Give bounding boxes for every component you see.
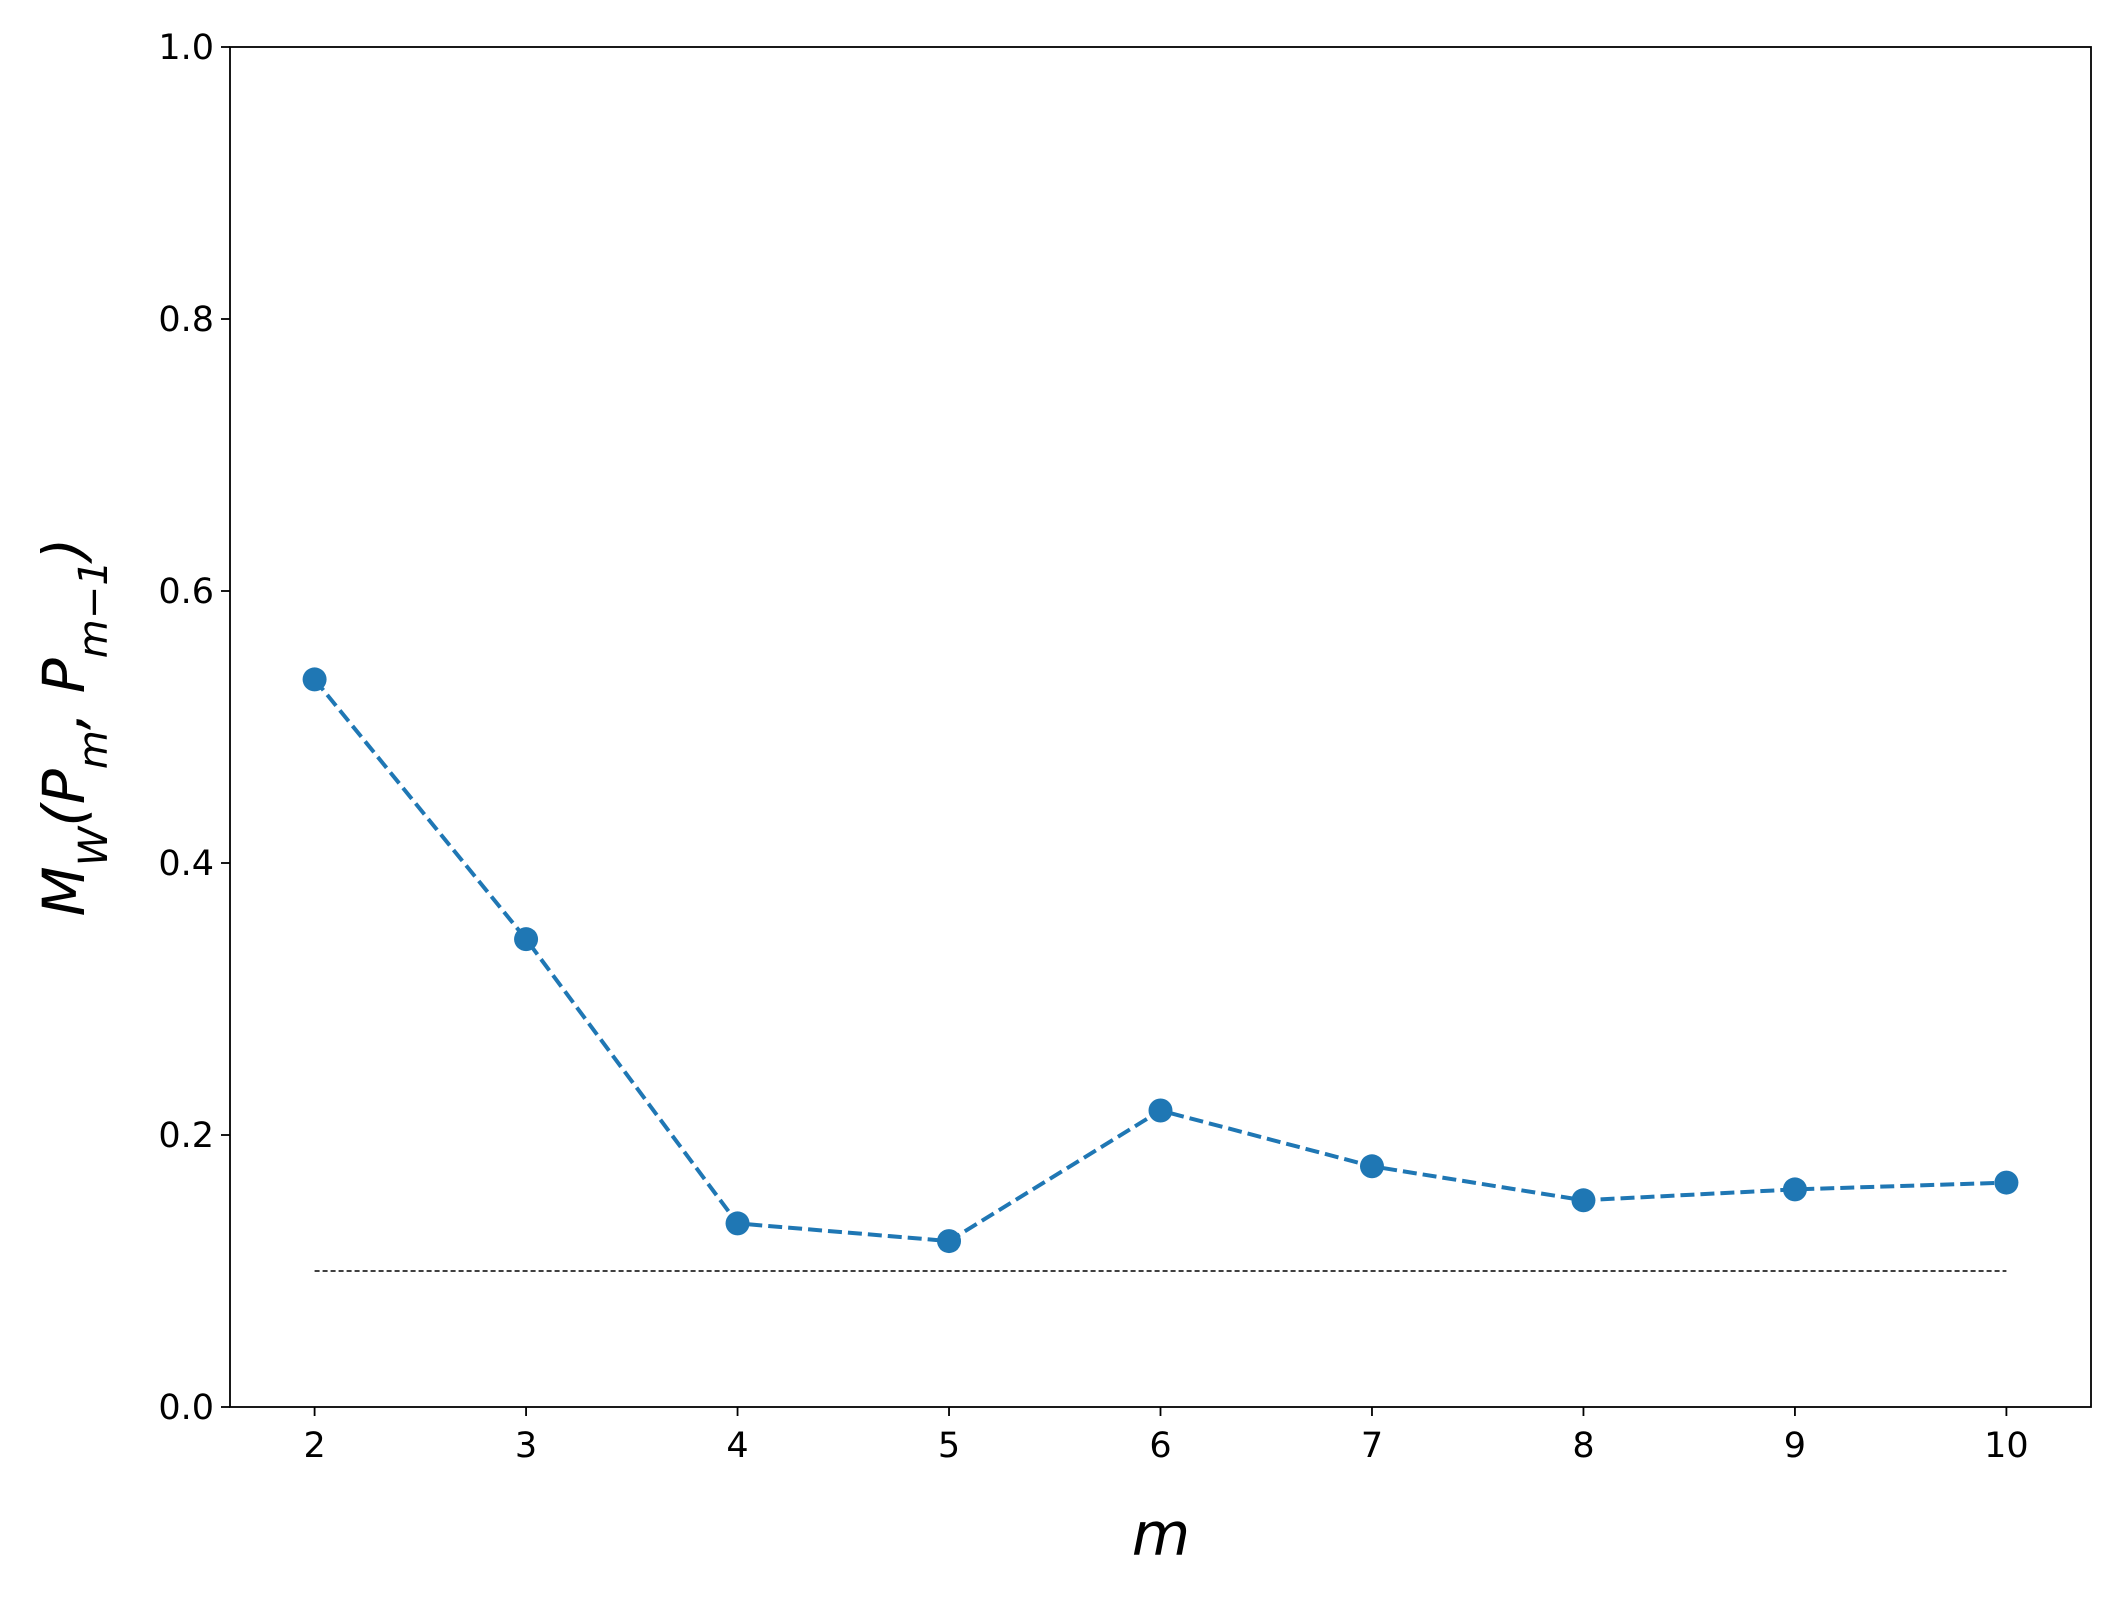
- x-tick-label: 6: [1149, 1426, 1171, 1466]
- y-label-part: (P: [30, 769, 98, 827]
- y-tick-label: 0.4: [158, 844, 214, 884]
- plot-frame: [229, 46, 2092, 1408]
- y-tick-label: 0.6: [158, 572, 214, 612]
- data-point: [1782, 1177, 1807, 1202]
- y-label-part: ): [30, 538, 98, 565]
- x-tick-label: 10: [1984, 1426, 2029, 1466]
- y-tick-label: 1.0: [158, 28, 214, 68]
- data-point: [725, 1211, 750, 1236]
- y-tick-label: 0.2: [158, 1116, 214, 1156]
- y-label-part: m−1: [71, 560, 117, 658]
- data-point: [1571, 1188, 1596, 1213]
- x-tick-label: 7: [1361, 1426, 1383, 1466]
- data-point: [1359, 1154, 1384, 1179]
- y-tick-label: 0.8: [158, 300, 214, 340]
- x-tick-label: 9: [1784, 1426, 1806, 1466]
- data-point: [302, 667, 327, 692]
- x-tick-label: 2: [303, 1426, 325, 1466]
- x-tick-label: 5: [938, 1426, 960, 1466]
- x-tick-label: 3: [515, 1426, 537, 1466]
- data-point: [514, 927, 539, 952]
- y-label-part: m: [71, 730, 117, 769]
- y-tick-label: 0.0: [158, 1388, 214, 1428]
- data-point: [1148, 1098, 1173, 1123]
- y-axis-label: MW(Pm, Pm−1): [30, 538, 117, 917]
- data-point: [937, 1229, 962, 1254]
- y-label-part: M: [30, 866, 98, 916]
- data-point: [1994, 1170, 2019, 1195]
- x-tick-label: 4: [726, 1426, 748, 1466]
- y-label-part: , P: [30, 658, 98, 730]
- y-label-part: W: [71, 825, 117, 866]
- x-axis-label: m: [1132, 1500, 1190, 1570]
- x-tick-label: 8: [1572, 1426, 1594, 1466]
